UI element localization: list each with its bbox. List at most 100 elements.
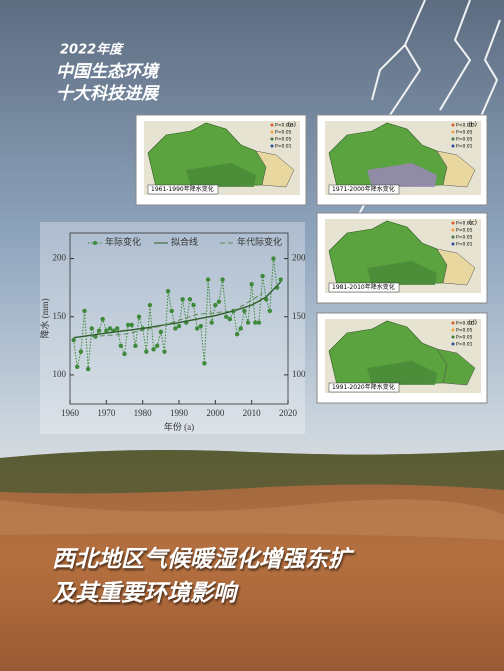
data-point (256, 320, 262, 325)
legend-dot (270, 144, 274, 148)
data-point (78, 349, 84, 354)
map-legend: P>0.05 (275, 137, 292, 143)
x-tick-label: 2020 (279, 408, 298, 418)
legend-dot (451, 123, 455, 127)
data-point (147, 302, 153, 308)
legend-dot (270, 130, 274, 134)
legend-dot (451, 144, 455, 148)
header-title: 十大科技进展 (56, 84, 160, 104)
data-point (82, 308, 87, 314)
data-point (209, 320, 214, 325)
data-point (133, 343, 138, 349)
series-line (91, 293, 263, 338)
data-point (271, 256, 276, 261)
data-point (194, 326, 200, 331)
x-axis-label: 年份 (a) (164, 421, 194, 432)
map-caption: 1961-1990年降水变化 (151, 185, 214, 193)
caption-box (328, 282, 400, 293)
legend-dot (451, 321, 455, 325)
caption-box (147, 184, 219, 195)
x-tick-label: 1970 (97, 408, 116, 418)
legend-label: 拟合线 (171, 236, 198, 247)
region-south (367, 261, 437, 285)
legend-dot (451, 137, 455, 141)
map-caption: 1971-2000年降水变化 (332, 185, 395, 193)
legend-dot (451, 335, 455, 339)
data-point (122, 351, 127, 357)
map-letter: (b) (469, 122, 478, 129)
map-legend: P>0.05 (456, 235, 473, 241)
data-point (107, 326, 113, 331)
map-panel: (c)P<0.01P<0.05P>0.05P>0.01 1981-2010年降水变… (316, 212, 488, 304)
data-point (224, 314, 229, 319)
data-point (104, 328, 109, 333)
legend-dot (451, 342, 455, 346)
map-legend: P<0.05 (456, 130, 473, 136)
map-legend: P<0.01 (275, 123, 292, 129)
y2-tick-label: 200 (292, 253, 306, 263)
data-point (100, 316, 105, 322)
region-south (367, 361, 437, 385)
data-point (129, 322, 134, 328)
legend-marker (93, 241, 97, 245)
year-label: 2022年度 (60, 42, 125, 58)
legend-dot (451, 242, 455, 246)
data-point (267, 308, 273, 314)
data-point (162, 349, 167, 354)
data-point (245, 320, 251, 325)
map-legend: P>0.01 (275, 144, 292, 150)
x-tick-label: 2000 (206, 408, 225, 418)
data-point (205, 277, 211, 282)
data-point (216, 299, 222, 304)
data-point (158, 329, 164, 335)
header-title: 中国生态环境 (56, 62, 160, 82)
data-point (173, 326, 178, 331)
map-legend: P>0.05 (456, 335, 473, 341)
data-point (96, 328, 102, 333)
map-legend: P>0.01 (456, 242, 473, 248)
map-caption: 1981-2010年降水变化 (332, 283, 395, 291)
data-point (191, 302, 196, 308)
region-east (436, 248, 476, 286)
data-point (136, 314, 142, 319)
map-caption: 1991-2020年降水变化 (332, 383, 395, 391)
data-point (253, 320, 258, 325)
y-tick-label: 150 (53, 311, 67, 321)
y2-tick-label: 100 (292, 369, 306, 379)
data-point (155, 343, 160, 349)
data-point (85, 366, 91, 372)
hills (0, 450, 504, 494)
legend-dot (451, 130, 455, 134)
legend-label: 年际变化 (105, 236, 141, 247)
data-point (278, 277, 283, 282)
legend-dot (270, 123, 274, 127)
footer-title: 及其重要环境影响 (52, 581, 239, 607)
map-letter: (d) (469, 320, 478, 327)
legend-dot (451, 235, 455, 239)
map-panel: (d)P<0.01P<0.05P>0.05P>0.01 1991-2020年降水变… (316, 312, 488, 404)
x-tick-label: 2010 (243, 408, 262, 418)
legend-dot (451, 228, 455, 232)
map-legend: P<0.05 (456, 328, 473, 334)
data-point (227, 316, 233, 322)
legend-label: 年代际变化 (237, 236, 282, 247)
x-tick-label: 1990 (170, 408, 189, 418)
data-point (115, 326, 120, 331)
caption-box (328, 382, 400, 393)
data-point (249, 281, 254, 287)
data-point (238, 326, 243, 331)
region-east (436, 348, 476, 386)
data-point (118, 343, 124, 349)
data-point (169, 308, 174, 314)
y2-tick-label: 150 (292, 311, 306, 321)
data-point (187, 297, 193, 302)
data-point (165, 288, 171, 294)
map-legend: P<0.05 (456, 228, 473, 234)
data-point (71, 337, 76, 343)
x-tick-label: 1960 (61, 408, 80, 418)
map-legend: P>0.01 (456, 144, 473, 150)
data-point (198, 323, 203, 329)
map-letter: (a) (288, 122, 296, 129)
data-point (234, 332, 240, 337)
